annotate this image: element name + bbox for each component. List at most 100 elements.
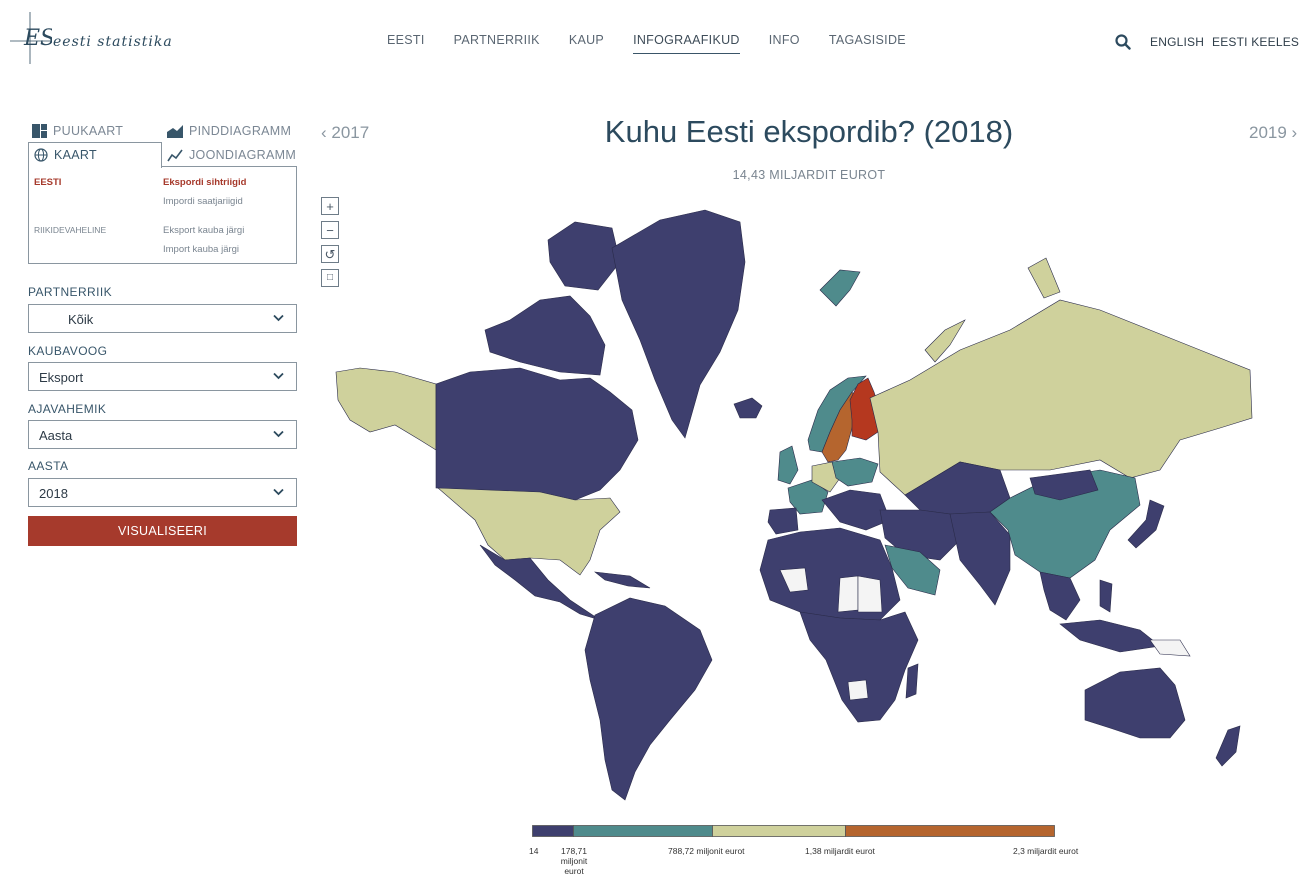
partnerriik-label: PARTNERRIIK [28, 285, 112, 299]
page-title: Kuhu Eesti ekspordib? (2018) [604, 114, 1014, 149]
map-botswana-white [847, 679, 869, 701]
map-sahel-white [779, 567, 809, 593]
map-russia [869, 299, 1253, 496]
option-impordi-saatjariigid[interactable]: Impordi saatjariigid [163, 196, 243, 207]
line-chart-icon [167, 149, 183, 162]
aasta-select[interactable]: 2018 [28, 478, 297, 507]
map-indonesia [1059, 619, 1161, 653]
chevron-down-icon [273, 488, 284, 496]
map-caribbean [593, 571, 651, 589]
map-svalbard [819, 269, 861, 307]
tab-kaart-label: KAART [54, 148, 97, 162]
prev-year-label: 2017 [331, 123, 370, 142]
legend-label-min: 14 [529, 846, 539, 856]
aasta-value: 2018 [39, 486, 68, 501]
logo-text: eesti statistika [53, 34, 173, 50]
map-uk [777, 445, 799, 485]
page-subtitle: 14,43 MILJARDIT EUROT [732, 168, 886, 182]
tab-joondiagramm-label: JOONDIAGRAMM [189, 148, 297, 162]
nav-kaup[interactable]: KAUP [568, 33, 605, 47]
ajavahemik-select[interactable]: Aasta [28, 420, 297, 449]
svg-text:ES: ES [23, 26, 52, 51]
tab-puukaart[interactable]: PUUKAART [32, 124, 123, 138]
partnerriik-value: Kõik [68, 312, 94, 327]
zoom-in-button[interactable]: + [321, 197, 339, 215]
option-ekspordi-sihtriigid[interactable]: Ekspordi sihtriigid [163, 177, 247, 188]
map-iberia [767, 507, 799, 535]
legend-label-4: 2,3 miljardit eurot [1013, 846, 1079, 856]
tab-pinddiagramm[interactable]: PINDDIAGRAMM [167, 124, 291, 138]
treemap-icon [32, 124, 47, 138]
map-canada [435, 367, 639, 501]
lang-estonian-link[interactable]: EESTI KEELES [1212, 35, 1300, 49]
tab-kaart-frame [28, 142, 162, 168]
map-sudan-white [857, 575, 883, 613]
map-madagascar [905, 663, 919, 699]
logo[interactable]: ES eesti statistika [10, 12, 180, 64]
prev-year-link[interactable]: ‹ 2017 [321, 123, 370, 142]
chevron-down-icon [273, 372, 284, 380]
logo-mark-icon: ES [10, 12, 52, 64]
ajavahemik-value: Aasta [39, 428, 73, 443]
legend-segment-teal [573, 825, 713, 837]
ajavahemik-label: AJAVAHEMIK [28, 402, 107, 416]
nav-infograafikud[interactable]: INFOGRAAFIKUD [633, 33, 740, 54]
map-se-asia [1039, 571, 1081, 621]
reset-view-button[interactable]: ↺ [321, 245, 339, 263]
zoom-out-button[interactable]: − [321, 221, 339, 239]
tab-puukaart-label: PUUKAART [53, 124, 124, 138]
map-novaya-zemlya [924, 319, 966, 363]
chevron-down-icon [273, 314, 284, 322]
fit-view-button[interactable]: □ [321, 269, 339, 287]
top-navigation: EESTI PARTNERRIIK KAUP INFOGRAAFIKUD INF… [387, 33, 935, 54]
map-alaska [335, 367, 437, 451]
map-iceland [733, 397, 763, 419]
map-central-africa [799, 611, 919, 723]
legend-label-2: 788,72 miljonit eurot [668, 846, 745, 856]
map-australia [1084, 667, 1186, 739]
kaubavoog-value: Eksport [39, 370, 84, 385]
tab-joondiagramm[interactable]: JOONDIAGRAMM [167, 148, 296, 162]
legend-segment-orange [845, 825, 1055, 837]
visualize-button[interactable]: VISUALISEERI [28, 516, 297, 546]
globe-icon [34, 148, 48, 162]
nav-partnerriik[interactable]: PARTNERRIIK [453, 33, 540, 47]
kaubavoog-select[interactable]: Eksport [28, 362, 297, 391]
color-legend [532, 825, 1055, 837]
map-arctic-islands [484, 295, 606, 376]
tab-kaart[interactable]: KAART [34, 148, 97, 162]
nav-eesti[interactable]: EESTI [387, 33, 425, 47]
option-import-kauba-jargi[interactable]: Import kauba järgi [163, 244, 240, 255]
map-iran-india [949, 511, 1011, 606]
map-japan [1127, 499, 1165, 549]
map-south-america [584, 597, 713, 801]
legend-segment-khaki [712, 825, 846, 837]
next-year-link[interactable]: 2019 › [1249, 123, 1298, 142]
option-eesti[interactable]: EESTI [34, 177, 62, 188]
map-usa [437, 487, 621, 576]
map-new-zealand [1215, 725, 1241, 767]
next-year-label: 2019 [1249, 123, 1287, 142]
kaubavoog-label: KAUBAVOOG [28, 344, 108, 358]
chevron-down-icon [273, 430, 284, 438]
nav-info[interactable]: INFO [768, 33, 800, 47]
tab-panel: EESTI Ekspordi sihtriigid Impordi saatja… [28, 166, 297, 264]
partnerriik-select[interactable]: Kõik [28, 304, 297, 333]
map-philippines [1099, 579, 1113, 613]
map-germany [811, 461, 841, 493]
map-turkey-mideast [879, 509, 961, 561]
map-poland-baltics [831, 457, 879, 487]
nav-tagasiside[interactable]: TAGASISIDE [828, 33, 906, 47]
legend-label-3: 1,38 miljardit eurot [805, 846, 875, 856]
tab-pinddiagramm-label: PINDDIAGRAMM [189, 124, 292, 138]
legend-label-1: 178,71 miljonit eurot [560, 846, 588, 876]
map-kamchatka-island [1027, 257, 1061, 299]
map-papua [1149, 639, 1191, 657]
option-riikidevaheline[interactable]: RIIKIDEVAHELINE [34, 225, 107, 235]
world-map[interactable] [330, 200, 1260, 810]
lang-english-link[interactable]: ENGLISH [1150, 35, 1205, 49]
map-baffin [547, 221, 621, 291]
map-greenland [611, 209, 746, 439]
option-eksport-kauba-jargi[interactable]: Eksport kauba järgi [163, 225, 245, 236]
search-icon[interactable] [1115, 34, 1131, 50]
